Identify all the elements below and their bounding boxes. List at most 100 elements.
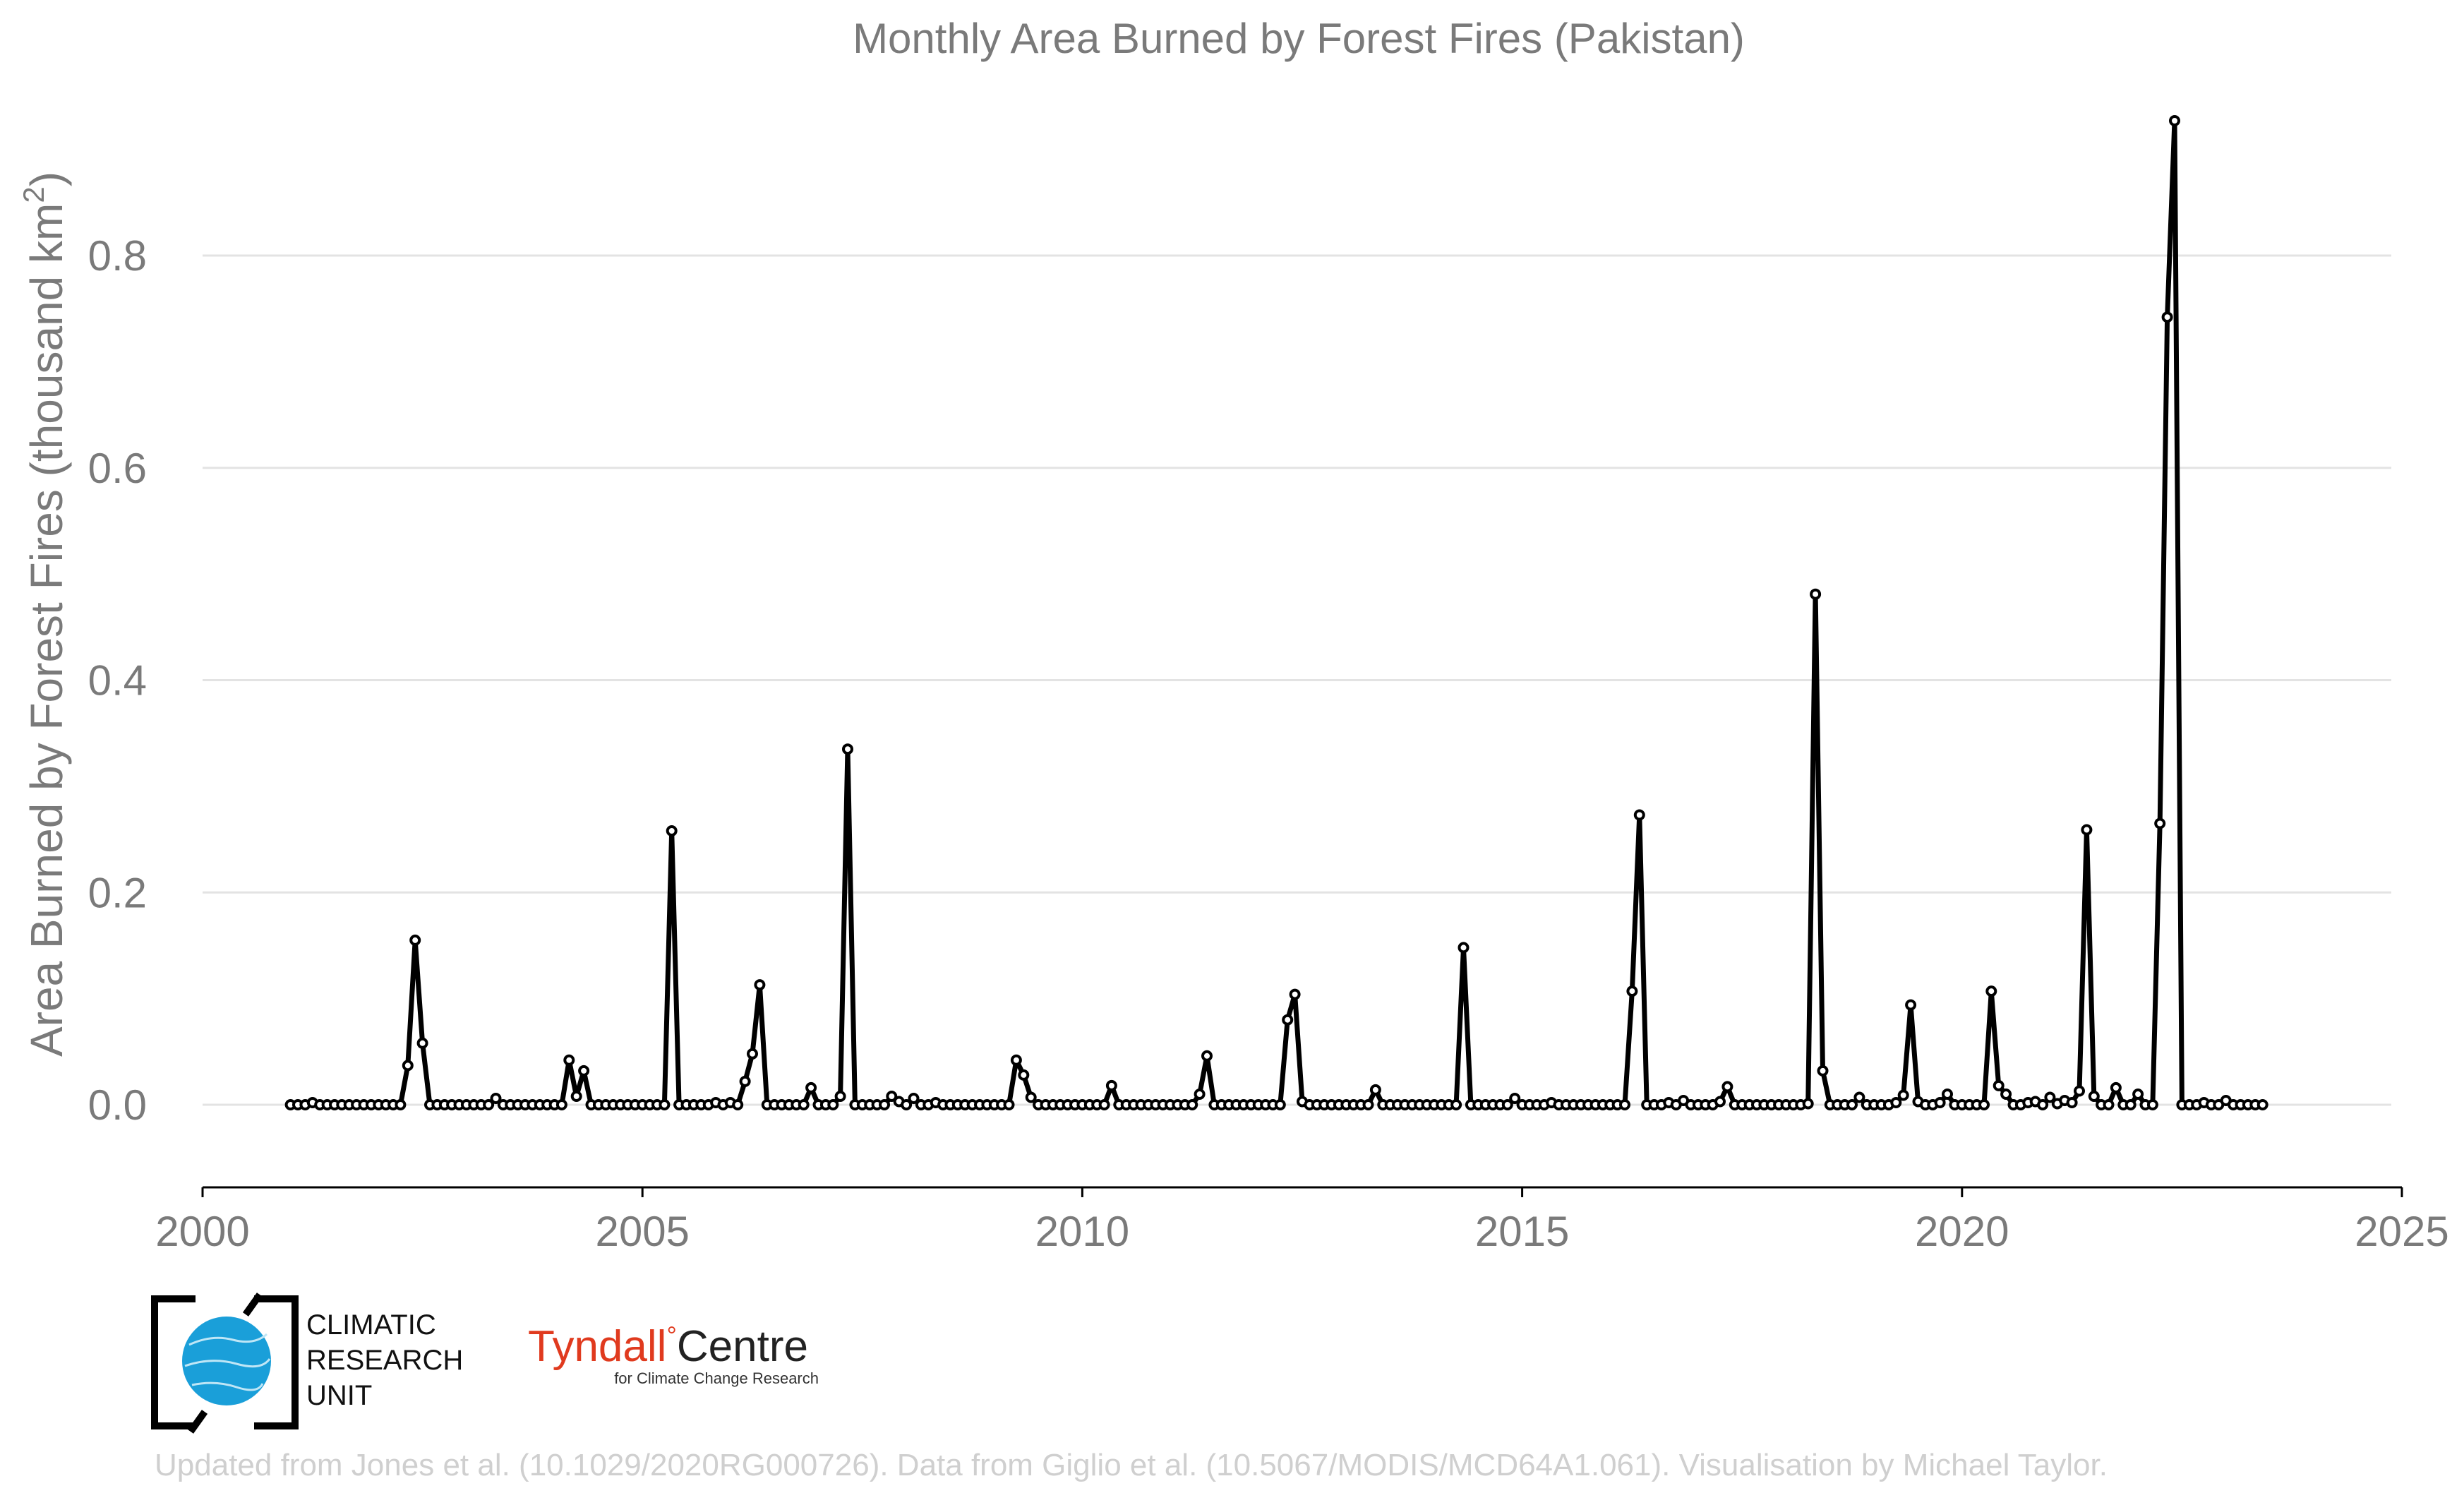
x-tick-label: 2025 [2355,1208,2448,1255]
data-point [1450,1099,1462,1110]
y-tick-label: 0.6 [88,445,147,492]
cru-bracket-right [254,1295,299,1429]
data-point [1890,1097,1902,1108]
data-point [827,1099,839,1110]
data-point [2132,1089,2144,1100]
data-point [1194,1089,1206,1100]
series-points [284,115,2268,1110]
data-point [1025,1091,1037,1103]
data-point [834,1091,846,1102]
data-point [732,1099,744,1110]
y-axis-label: Area Burned by Forest Fires (thousand km… [17,172,72,1057]
cru-logo: CLIMATIC RESEARCH UNIT [151,1293,463,1434]
globe-icon-contour [184,1358,271,1368]
data-point [1509,1093,1521,1104]
data-point [1633,809,1645,821]
data-point [2088,1091,2100,1102]
data-point [2066,1097,2078,1108]
data-point [1978,1099,1990,1110]
data-point [570,1091,582,1102]
tyndall-subtitle: for Climate Change Research [614,1369,819,1387]
data-point [563,1054,575,1066]
globe-icon-contour [188,1333,268,1346]
x-axis-ticks: 2000 2005 2010 2015 2020 2025 [155,1187,2449,1255]
data-point [1942,1089,1953,1100]
data-point [886,1091,898,1102]
data-point [1626,985,1638,997]
cru-bracket-slash-top [242,1293,263,1317]
data-point [798,1099,810,1110]
series-line [290,118,2263,1108]
x-tick-label: 2020 [1915,1208,2009,1255]
globe-icon-contour [191,1381,264,1391]
y-tick-label: 0.4 [88,657,147,704]
data-point [2256,1099,2268,1110]
y-axis-label-superscript: 2 [17,186,50,203]
data-point [747,1048,758,1060]
y-tick-label: 0.8 [88,232,147,280]
data-point [2081,824,2093,836]
chart-title: Monthly Area Burned by Forest Fires (Pak… [853,15,1745,62]
data-point [2103,1099,2115,1110]
x-tick-label: 2015 [1475,1208,1569,1255]
data-point [805,1081,817,1093]
data-point [842,743,853,755]
data-point [1369,1084,1381,1096]
data-point [2161,311,2173,323]
data-point [659,1099,671,1110]
data-point [1846,1099,1858,1110]
cru-text-line-3: UNIT [306,1380,372,1411]
data-point [1201,1050,1213,1062]
data-point [1003,1099,1015,1110]
data-point [1501,1099,1513,1110]
data-point [666,825,678,837]
data-point [1810,588,1822,600]
data-point [2000,1089,2012,1100]
data-point [879,1099,890,1110]
data-point [1853,1091,1865,1103]
data-point [1817,1065,1829,1077]
data-point [2154,817,2166,829]
data-credit: Updated from Jones et al. (10.1029/2020R… [155,1448,2108,1482]
data-point [1619,1099,1630,1110]
data-point [1274,1099,1286,1110]
x-tick-label: 2005 [595,1208,689,1255]
y-tick-label: 0.0 [88,1081,147,1129]
data-point [1186,1099,1198,1110]
data-point [555,1099,567,1110]
data-point [908,1093,920,1104]
data-point [1362,1099,1374,1110]
data-point [483,1099,495,1110]
data-point [409,934,421,946]
cru-bracket-slash-bottom [187,1410,208,1434]
cru-bracket-left [151,1295,196,1429]
data-point [1897,1089,1909,1101]
x-tick-label: 2000 [155,1208,249,1255]
data-point [1721,1081,1733,1093]
data-point [2044,1091,2056,1103]
data-point [1018,1069,1030,1081]
data-point [395,1099,407,1110]
data-point [2037,1099,2049,1110]
data-point [1105,1079,1117,1091]
data-point [901,1099,913,1110]
data-point [2146,1099,2158,1110]
cru-text-line-1: CLIMATIC [306,1309,436,1341]
data-point [1289,988,1301,1000]
data-point [754,979,766,991]
y-tick-labels: 0.0 0.2 0.4 0.6 0.8 [88,232,147,1129]
data-point [1905,999,1917,1011]
data-point [1985,985,1997,997]
data-point [1934,1097,1946,1108]
data-point [739,1075,751,1087]
tyndall-logo: Tyndall°Centre for Climate Change Resear… [528,1321,819,1387]
tyndall-wordmark: Tyndall°Centre [528,1321,808,1371]
data-point [1993,1079,2005,1091]
data-point [490,1093,502,1104]
data-point [1010,1054,1022,1066]
data-point [578,1065,590,1077]
data-point [2125,1099,2137,1110]
x-tick-label: 2010 [1035,1208,1129,1255]
data-point [2074,1085,2085,1097]
